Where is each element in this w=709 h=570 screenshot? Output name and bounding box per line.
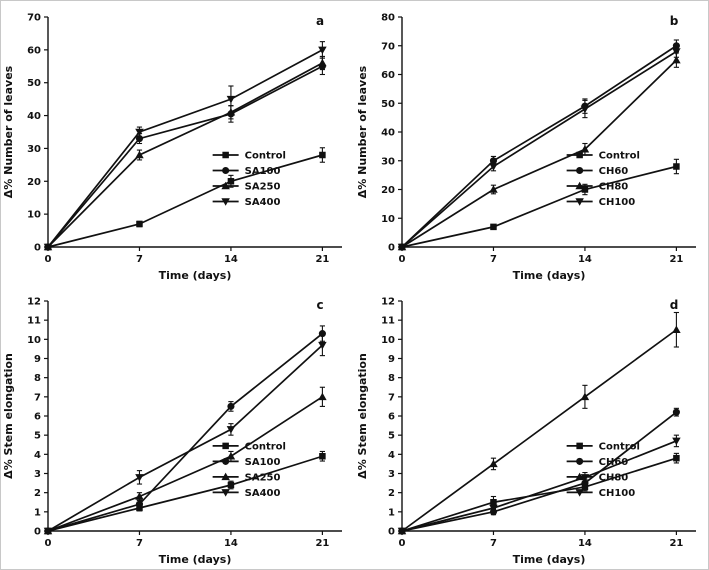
svg-text:0: 0 — [388, 527, 395, 538]
svg-text:10: 10 — [27, 335, 41, 346]
svg-text:60: 60 — [27, 45, 41, 56]
svg-text:Time (days): Time (days) — [159, 269, 232, 282]
svg-text:8: 8 — [34, 373, 41, 384]
svg-text:SA400: SA400 — [245, 488, 281, 499]
svg-text:SA400: SA400 — [245, 197, 281, 208]
svg-text:7: 7 — [490, 254, 497, 265]
svg-text:14: 14 — [578, 538, 592, 549]
chart-panel-b: 0 7 14 21 0 10 20 30 40 50 60 70 80 Time (days) Δ% Num… — [355, 1, 708, 285]
svg-text:80: 80 — [381, 13, 395, 24]
svg-text:1: 1 — [388, 507, 395, 518]
svg-text:CH60: CH60 — [599, 166, 629, 177]
svg-text:0: 0 — [399, 254, 406, 265]
svg-text:CH80: CH80 — [599, 472, 629, 483]
svg-text:8: 8 — [388, 373, 395, 384]
svg-text:50: 50 — [27, 78, 41, 89]
svg-text:50: 50 — [381, 99, 395, 110]
svg-text:d: d — [670, 298, 679, 312]
svg-text:1: 1 — [34, 507, 41, 518]
svg-text:10: 10 — [381, 335, 395, 346]
svg-text:14: 14 — [578, 254, 592, 265]
svg-text:Time (days): Time (days) — [513, 269, 586, 282]
chart-svg-b: 0 7 14 21 0 10 20 30 40 50 60 70 80 Time (days) Δ% Num… — [356, 13, 696, 282]
svg-text:7: 7 — [388, 392, 395, 403]
svg-text:6: 6 — [388, 412, 395, 423]
svg-text:SA100: SA100 — [245, 457, 281, 468]
svg-text:Control: Control — [245, 151, 286, 162]
svg-text:7: 7 — [136, 254, 143, 265]
svg-text:11: 11 — [381, 316, 395, 327]
svg-text:12: 12 — [381, 297, 395, 308]
svg-text:60: 60 — [381, 70, 395, 81]
svg-text:2: 2 — [388, 488, 395, 499]
svg-text:70: 70 — [27, 13, 41, 24]
chart-panel-d: 0 7 14 21 0 1 2 3 4 5 6 7 8 9 10 11 12 Time (days) Δ% Stem… — [355, 285, 708, 569]
svg-text:21: 21 — [315, 538, 329, 549]
svg-text:0: 0 — [45, 538, 52, 549]
svg-text:4: 4 — [34, 450, 41, 461]
svg-text:21: 21 — [315, 254, 329, 265]
svg-text:3: 3 — [34, 469, 41, 480]
svg-text:CH100: CH100 — [599, 197, 636, 208]
svg-text:b: b — [670, 14, 679, 28]
svg-text:14: 14 — [224, 538, 238, 549]
svg-text:Δ% Number of leaves: Δ% Number of leaves — [2, 65, 15, 198]
svg-text:0: 0 — [388, 243, 395, 254]
chart-panel-c: 0 7 14 21 0 1 2 3 4 5 6 7 8 9 10 11 12 Time (days) Δ% Stem… — [1, 285, 355, 569]
svg-text:SA100: SA100 — [245, 166, 281, 177]
chart-svg-a: 0 7 14 21 0 10 20 30 40 50 60 70 Time (days) Δ% Numbe… — [2, 13, 342, 282]
svg-text:a: a — [316, 14, 324, 28]
svg-text:6: 6 — [34, 412, 41, 423]
svg-text:SA250: SA250 — [245, 472, 281, 483]
svg-text:2: 2 — [34, 488, 41, 499]
svg-text:0: 0 — [34, 243, 41, 254]
svg-text:7: 7 — [136, 538, 143, 549]
svg-text:9: 9 — [34, 354, 41, 365]
svg-text:Δ% Stem elongation: Δ% Stem elongation — [2, 353, 15, 479]
svg-text:CH80: CH80 — [599, 182, 629, 193]
svg-text:21: 21 — [669, 254, 683, 265]
svg-text:SA250: SA250 — [245, 182, 281, 193]
svg-text:21: 21 — [669, 538, 683, 549]
svg-text:Δ% Number of leaves: Δ% Number of leaves — [356, 65, 369, 198]
svg-text:30: 30 — [27, 144, 41, 155]
svg-text:CH100: CH100 — [599, 488, 636, 499]
svg-text:Time (days): Time (days) — [513, 553, 586, 566]
svg-text:0: 0 — [34, 527, 41, 538]
svg-text:10: 10 — [381, 214, 395, 225]
svg-text:7: 7 — [490, 538, 497, 549]
svg-text:CH60: CH60 — [599, 457, 629, 468]
svg-text:11: 11 — [27, 316, 41, 327]
svg-text:40: 40 — [381, 128, 395, 139]
svg-text:Δ% Stem elongation: Δ% Stem elongation — [356, 353, 369, 479]
svg-text:Control: Control — [599, 151, 640, 162]
svg-text:20: 20 — [27, 177, 41, 188]
svg-text:c: c — [316, 298, 323, 312]
svg-text:0: 0 — [399, 538, 406, 549]
svg-text:4: 4 — [388, 450, 395, 461]
svg-text:70: 70 — [381, 41, 395, 52]
svg-text:10: 10 — [27, 210, 41, 221]
svg-text:5: 5 — [388, 431, 395, 442]
svg-text:Control: Control — [599, 441, 640, 452]
svg-text:20: 20 — [381, 185, 395, 196]
svg-text:7: 7 — [34, 392, 41, 403]
svg-text:0: 0 — [45, 254, 52, 265]
svg-text:14: 14 — [224, 254, 238, 265]
svg-text:9: 9 — [388, 354, 395, 365]
svg-text:Time (days): Time (days) — [159, 553, 232, 566]
svg-text:3: 3 — [388, 469, 395, 480]
svg-text:30: 30 — [381, 156, 395, 167]
svg-text:40: 40 — [27, 111, 41, 122]
svg-text:Control: Control — [245, 441, 286, 452]
svg-text:5: 5 — [34, 431, 41, 442]
chart-panel-a: 0 7 14 21 0 10 20 30 40 50 60 70 Time (days) Δ% Numbe… — [1, 1, 355, 285]
svg-text:12: 12 — [27, 297, 41, 308]
